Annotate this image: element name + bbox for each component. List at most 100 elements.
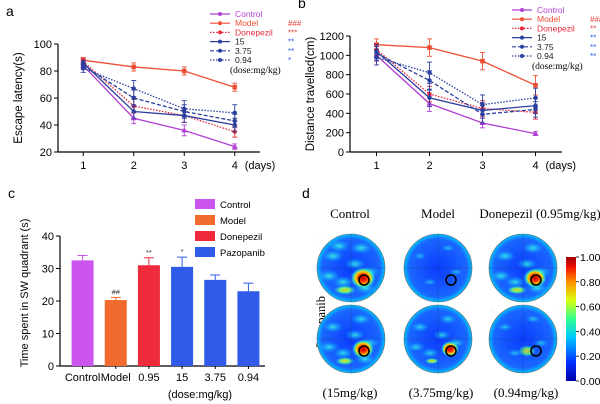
quadrant-label: II [491,239,495,244]
significance-mark: ## [112,287,121,296]
panel-label: d [302,185,310,201]
legend-significance: ### [590,15,600,24]
heatmap-patch [522,242,544,254]
y-tick-label: 100 [34,39,52,51]
x-tick-label: Control [65,372,100,384]
quadrant-label: II [319,239,323,244]
y-axis-label: Distance travelled(cm) [305,37,317,152]
bar-model [104,300,127,366]
heatmap-patch [423,278,437,286]
legend-significance: * [288,56,291,65]
y-axis-label: Time spent in SW quadrant (s) [19,219,31,368]
series-line-donepezil [82,61,235,133]
legend-marker [218,30,222,35]
quadrant-label: I [552,239,554,244]
quadrant-label: II [406,310,410,315]
x-axis-label: (days) [245,160,276,172]
legend-marker [218,39,222,44]
panel-a: a 20 40 60 80 100 1 2 3 4 (days) Escape latency(s) C… [6,3,302,172]
platform-marker [358,345,370,357]
y-tick-label: 30 [42,264,54,276]
panel-label: a [6,3,14,19]
colorbar-tick-label: 1.00 [580,252,600,264]
heatmap-patch [333,285,357,295]
platform-marker [358,274,370,286]
platform-marker [530,274,542,286]
data-point [533,95,538,101]
heatmap-patch [424,358,440,364]
bar-15 [171,266,194,366]
quadrant-label: II [406,239,410,244]
data-point [427,95,432,101]
platform-marker [530,345,542,357]
y-tick-label: 10 [42,329,54,341]
heatmap-patch [328,240,350,252]
heatmap-hotspot [350,267,376,289]
legend-marker [520,54,524,58]
heatmap-patch [533,339,549,347]
legend-marker [520,8,524,12]
legend-label: 0.94 [537,51,554,61]
x-tick-label: 4 [532,160,538,172]
bar-control [71,260,94,366]
series-line-3-75 [376,52,536,115]
legend-label: 15 [537,33,547,43]
quadrant-label: I [467,239,469,244]
legend-label: Donepezil [220,232,262,243]
bar-0-94 [237,291,260,366]
series-line-15 [376,50,536,112]
dose-note: (dose:mg/kg) [532,61,583,72]
legend-swatch [195,215,215,225]
legend-swatch [195,231,215,241]
heatmap-patch [516,258,538,270]
data-point [533,83,538,88]
x-tick-label: 1 [373,160,379,172]
series-line-3-75 [82,65,235,122]
quadrant-label: II [319,310,323,315]
y-tick-label: 40 [42,231,54,243]
data-point [131,64,137,70]
heatmap-5: II I [403,304,473,374]
platform-marker [445,345,457,357]
heatmap-patch [439,314,457,324]
legend-significance: ### [288,19,302,28]
colorbar-tick-label: 0.80 [580,277,600,289]
heatmap-hotspot [441,341,459,357]
heatmap-patch [441,244,455,252]
data-point [182,106,187,112]
data-point [480,58,485,64]
legend-label: Donepezil [235,27,273,37]
legend-label: Model [537,14,560,24]
column-label: (0.94mg/kg) [494,385,559,400]
y-tick-label: 0 [48,361,54,373]
y-tick-label: 200 [326,128,344,140]
heatmap-patch [322,250,344,262]
heatmap-patch [506,285,528,295]
heatmap-patch [407,342,425,352]
panel-b: b 0 200 400 600 800 1000 1200 1 2 3 4 (days) Distance… [298,0,600,172]
data-point [232,84,238,90]
legend-marker [218,21,222,26]
heatmap-patch [319,341,339,353]
legend-significance: ** [288,38,294,47]
heatmap-patch [318,270,340,282]
platform-marker [445,274,457,286]
heatmap-4: II I [316,304,386,374]
legend-label: Control [220,200,251,211]
heatmap-patch [490,270,512,282]
x-tick-label: Model [101,372,131,384]
heatmap-patch [351,313,371,325]
colorbar-tick-label: 0.00 [580,376,600,388]
legend-marker [218,48,222,53]
legend-label: 0.94 [235,55,252,65]
y-tick-label: 80 [40,66,52,78]
data-point [81,66,86,71]
column-label: Model [421,206,455,221]
panel-d: d Control Model Donepezil (0.95mg/kg) (15mg/… [302,185,600,400]
series-line-model [376,44,536,86]
data-point [231,143,238,149]
y-tick-label: 400 [326,108,344,120]
series-line-0-94 [83,67,235,114]
legend-marker [520,17,524,22]
legend-label: Donepezil [537,23,575,33]
